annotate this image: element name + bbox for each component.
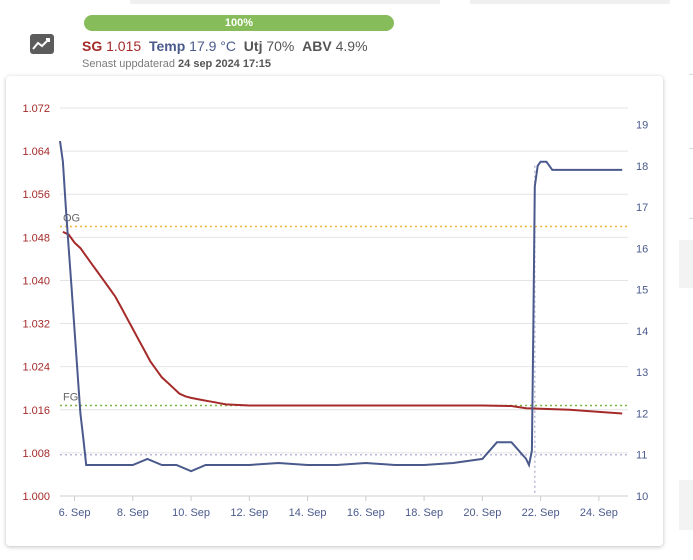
sg-label: SG bbox=[82, 38, 103, 54]
edge-line bbox=[689, 148, 693, 149]
y-left-tick-label: 1.032 bbox=[22, 319, 50, 331]
y-left-tick-label: 1.008 bbox=[22, 448, 50, 460]
chart-card: 1.000 1.008 1.016 1.024 1.032 1.040 1.048 1.056… bbox=[6, 76, 663, 546]
y-right-tick-label: 14 bbox=[636, 326, 648, 338]
y-right-tick-label: 12 bbox=[636, 408, 648, 420]
fermentation-chart[interactable]: 1.000 1.008 1.016 1.024 1.032 1.040 1.048 1.056… bbox=[6, 76, 663, 546]
progress-bar: 100% bbox=[84, 15, 394, 31]
x-tick-label: 22. Sep bbox=[522, 507, 560, 519]
y-left-tick-label: 1.072 bbox=[22, 103, 50, 115]
y-left-tick-label: 1.048 bbox=[22, 232, 50, 244]
x-tick-label: 14. Sep bbox=[289, 507, 327, 519]
temp-label: Temp bbox=[148, 38, 186, 54]
sg-series-line bbox=[62, 230, 623, 415]
x-tick-label: 10. Sep bbox=[172, 507, 210, 519]
side-panel-edge bbox=[679, 0, 693, 560]
y-left-tick-label: 1.024 bbox=[22, 362, 50, 374]
x-tick-label: 8. Sep bbox=[117, 507, 149, 519]
y-left-tick-label: 1.040 bbox=[22, 275, 50, 287]
y-left-tick-label: 1.016 bbox=[22, 405, 50, 417]
y-right-tick-label: 16 bbox=[636, 243, 648, 255]
y-right-tick-label: 10 bbox=[636, 491, 648, 503]
attenuation-label: Utj bbox=[243, 38, 263, 54]
y-right-tick-label: 11 bbox=[636, 450, 647, 462]
batch-header: 100% SG 1.015 Temp 17.9 °C Utj 70% ABV 4… bbox=[28, 10, 428, 74]
x-tick-label: 12. Sep bbox=[230, 507, 268, 519]
progress-fill bbox=[84, 15, 394, 31]
top-edge-segment bbox=[130, 0, 440, 4]
x-tick-label: 6. Sep bbox=[59, 507, 91, 519]
x-tick-label: 18. Sep bbox=[405, 507, 443, 519]
last-updated-date: 24 sep 2024 17:15 bbox=[178, 58, 271, 70]
readings-row: SG 1.015 Temp 17.9 °C Utj 70% ABV 4.9% bbox=[82, 38, 368, 54]
y-left-tick-label: 1.064 bbox=[22, 146, 50, 158]
edge-block bbox=[679, 480, 693, 530]
fg-annotation-label: FG bbox=[63, 391, 78, 403]
y-right-tick-label: 13 bbox=[636, 367, 648, 379]
y-right-tick-label: 18 bbox=[636, 161, 648, 173]
chart-line-icon[interactable] bbox=[30, 34, 54, 54]
sg-value: 1.015 bbox=[106, 38, 142, 54]
y-right-tick-label: 15 bbox=[636, 285, 648, 297]
temp-series-line bbox=[59, 140, 623, 473]
progress-label: 100% bbox=[224, 17, 254, 29]
abv-value: 4.9% bbox=[335, 38, 368, 54]
temp-value: 17.9 °C bbox=[189, 38, 237, 54]
x-tick-label: 16. Sep bbox=[347, 507, 385, 519]
x-tick-label: 20. Sep bbox=[463, 507, 501, 519]
abv-label: ABV bbox=[302, 38, 332, 54]
y-left-tick-label: 1.056 bbox=[22, 189, 50, 201]
y-right-tick-label: 19 bbox=[636, 120, 648, 132]
attenuation-value: 70% bbox=[266, 38, 295, 54]
top-edge-segment bbox=[470, 0, 670, 4]
last-updated-prefix: Senast uppdaterad bbox=[82, 58, 175, 70]
y-right-tick-label: 17 bbox=[636, 202, 648, 214]
edge-line bbox=[689, 74, 693, 75]
last-updated: Senast uppdaterad 24 sep 2024 17:15 bbox=[82, 58, 271, 70]
y-left-tick-label: 1.000 bbox=[22, 491, 50, 503]
edge-block bbox=[679, 240, 693, 288]
edge-line bbox=[689, 218, 693, 219]
top-edge bbox=[0, 0, 693, 6]
x-tick-label: 24. Sep bbox=[580, 507, 618, 519]
